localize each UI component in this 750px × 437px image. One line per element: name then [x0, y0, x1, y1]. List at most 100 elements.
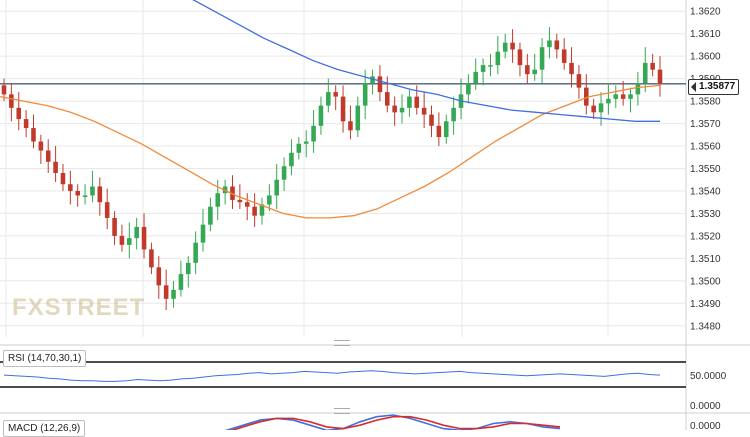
candle-body	[443, 121, 449, 138]
y-tick-label: 1.3620	[690, 7, 721, 18]
candle-body	[407, 96, 412, 108]
macd-tick-label: 0.0000	[690, 421, 721, 430]
candle-body	[156, 267, 162, 286]
candle-body	[289, 152, 294, 167]
candle-body	[539, 47, 545, 70]
candle-body	[569, 62, 574, 75]
candle-body	[281, 166, 287, 180]
candle-body	[149, 249, 154, 268]
y-tick-label: 1.3610	[690, 29, 721, 40]
sma-slow-line	[192, 0, 660, 122]
candle-body	[591, 105, 596, 113]
candle-body	[480, 65, 486, 72]
current-price-value: 1.35877	[699, 81, 736, 92]
candle-body	[171, 289, 176, 299]
candle-body	[635, 83, 641, 95]
candle-body	[104, 202, 110, 218]
candle-body	[362, 83, 368, 106]
candle-body	[414, 96, 420, 108]
candle-body	[657, 69, 663, 84]
candle-body	[421, 107, 427, 115]
candle-body	[237, 199, 243, 203]
y-tick-label: 1.3570	[690, 119, 721, 130]
candle-body	[252, 206, 257, 216]
candle-body	[53, 161, 58, 173]
candle-body	[267, 195, 272, 205]
candle-body	[613, 94, 619, 99]
y-tick-label: 1.3540	[690, 186, 721, 197]
candle-body	[82, 195, 88, 197]
panel-resize-handle-2[interactable]	[334, 408, 350, 414]
y-tick-label: 1.3510	[690, 254, 721, 265]
candle-body	[547, 40, 552, 48]
candle-body	[303, 141, 309, 144]
candle-body	[451, 107, 456, 122]
candle-body	[488, 65, 493, 67]
candle-body	[333, 92, 338, 97]
candle-body	[90, 186, 95, 196]
candle-body	[311, 125, 316, 142]
candle-body	[9, 94, 14, 108]
candle-body	[554, 40, 560, 50]
candle-body	[532, 69, 537, 75]
candle-body	[384, 92, 390, 106]
candle-body	[274, 179, 280, 196]
candle-body	[495, 51, 501, 66]
y-tick-label: 1.3490	[690, 299, 721, 310]
candle-body	[16, 107, 22, 120]
current-price-tag: 1.35877	[688, 79, 740, 95]
candle-body	[244, 202, 250, 207]
sma-fast-line	[0, 84, 661, 219]
candle-body	[230, 186, 235, 200]
candle-body	[23, 119, 29, 129]
y-tick-label: 1.3480	[690, 321, 721, 332]
candle-body	[399, 107, 405, 113]
macd-panel-label[interactable]: MACD (12,26,9)	[3, 420, 86, 437]
candle-body	[45, 150, 51, 162]
rsi-tick-label: 50.0000	[690, 371, 727, 382]
candle-body	[1, 85, 7, 95]
candle-body	[355, 105, 361, 131]
candle-body	[68, 184, 73, 191]
candle-body	[163, 285, 169, 299]
candle-body	[650, 62, 655, 70]
candle-body	[38, 141, 44, 151]
y-tick-label: 1.3500	[690, 276, 721, 287]
candle-body	[31, 128, 36, 142]
candle-body	[620, 94, 626, 99]
candle-body	[75, 190, 80, 196]
candle-body	[502, 42, 508, 52]
candle-body	[60, 172, 66, 185]
y-tick-label: 1.3580	[690, 97, 721, 108]
panel-resize-handle-1[interactable]	[334, 340, 350, 346]
rsi-panel-label[interactable]: RSI (14,70,30,1)	[3, 350, 87, 367]
y-tick-label: 1.3520	[690, 231, 721, 242]
candle-body	[200, 224, 206, 243]
candle-body	[584, 87, 589, 106]
candle-body	[141, 226, 147, 250]
candle-body	[112, 217, 117, 236]
rsi-line	[3, 370, 661, 382]
candle-body	[473, 71, 479, 84]
candle-body	[436, 125, 442, 138]
candle-body	[377, 76, 383, 93]
candle-body	[576, 74, 582, 88]
candle-body	[392, 105, 397, 113]
candle-body	[340, 96, 346, 122]
candle-body	[318, 105, 324, 126]
candle-body	[628, 94, 633, 99]
candle-body	[370, 76, 375, 84]
y-tick-label: 1.3530	[690, 209, 721, 220]
candle-body	[127, 238, 132, 245]
candle-body	[466, 83, 471, 95]
candle-body	[97, 186, 103, 203]
price-pointer-icon	[691, 82, 696, 92]
candle-body	[606, 98, 611, 104]
candle-body	[525, 65, 530, 75]
candle-body	[517, 49, 523, 66]
y-tick-label: 1.3600	[690, 52, 721, 63]
candle-body	[598, 103, 604, 113]
